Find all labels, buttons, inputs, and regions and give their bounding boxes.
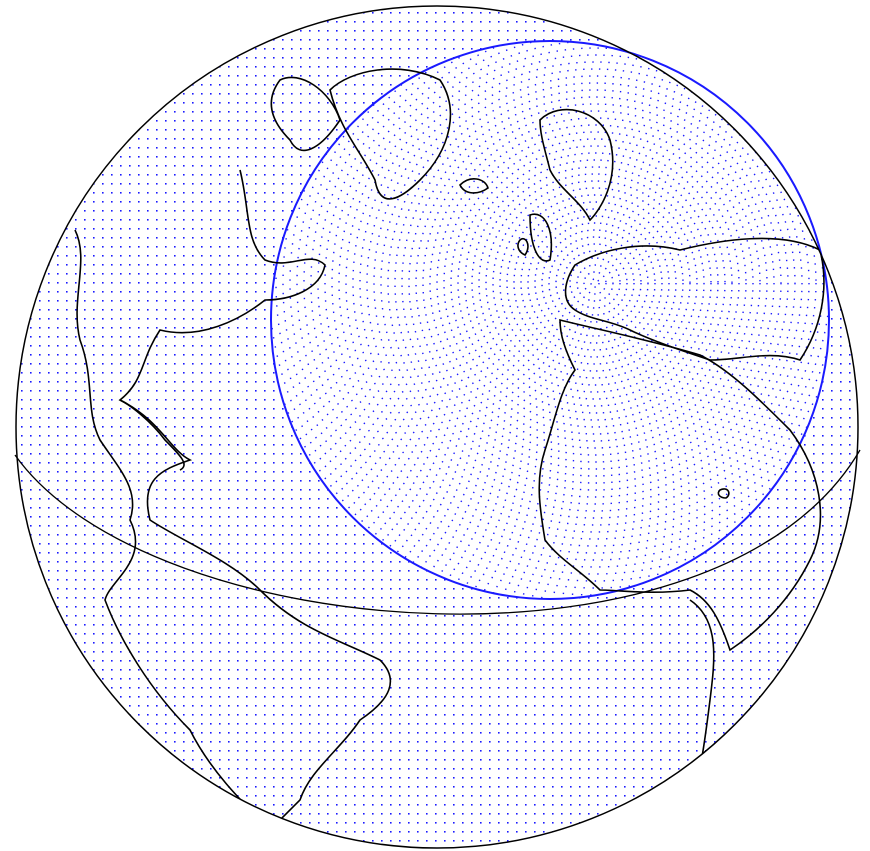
- mesh-ring: [373, 61, 817, 505]
- mesh-ring: [562, 250, 628, 316]
- coast-caribbean: [119, 399, 185, 471]
- mesh-ring: [415, 103, 775, 463]
- mesh-ring: [534, 222, 656, 344]
- mesh-ring: [583, 271, 607, 295]
- coast-americas-east: [118, 169, 392, 841]
- refined-region-bg: [271, 41, 829, 599]
- mesh-ring: [485, 173, 705, 393]
- coast-europe: [564, 237, 825, 361]
- mesh-ring: [590, 278, 600, 288]
- mesh-ring: [401, 89, 789, 477]
- mesh-ring: [499, 187, 691, 379]
- horizon-line: [14, 449, 861, 615]
- mesh-ring: [366, 54, 824, 512]
- coast-africa: [538, 318, 822, 652]
- coast-lake: [717, 488, 730, 499]
- mesh-ring: [457, 145, 733, 421]
- mesh-ring: [506, 194, 684, 372]
- mesh-ring: [296, 41, 829, 582]
- mesh-ring: [380, 68, 810, 498]
- mesh-ring: [394, 82, 796, 484]
- coast-greenland: [329, 68, 452, 200]
- refined-mesh: [271, 41, 829, 599]
- coast-americas-west: [74, 229, 271, 831]
- mesh-ring: [527, 215, 663, 351]
- mesh-ring: [471, 159, 719, 407]
- mesh-ring: [569, 257, 621, 309]
- refined-region-boundary: [270, 40, 830, 600]
- mesh-ring: [541, 229, 649, 337]
- mesh-ring: [436, 124, 754, 442]
- mesh-ring: [576, 264, 614, 302]
- mesh-ring: [478, 166, 712, 400]
- mesh-ring: [464, 152, 726, 414]
- mesh-ring: [492, 180, 698, 386]
- mesh-ring: [324, 41, 829, 554]
- coastlines: [74, 68, 825, 841]
- mesh-ring: [443, 131, 747, 435]
- mesh-ring: [422, 110, 768, 456]
- mesh-ring: [450, 138, 740, 428]
- mesh-ring: [513, 201, 677, 365]
- mesh-ring: [408, 96, 782, 470]
- globe-outline: [15, 5, 859, 849]
- coast-british-isles: [517, 213, 553, 262]
- mesh-ring: [520, 208, 670, 358]
- mesh-ring: [387, 75, 803, 491]
- mesh-ring: [429, 117, 761, 449]
- coast-baffin: [270, 76, 341, 152]
- coast-iceland: [459, 178, 489, 194]
- mesh-ring: [555, 243, 635, 323]
- coast-scandinavia: [539, 108, 614, 222]
